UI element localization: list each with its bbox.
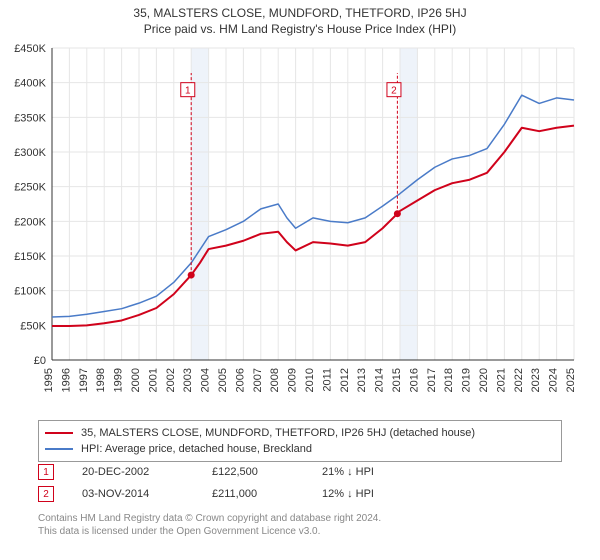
svg-text:£400K: £400K (14, 78, 46, 90)
marker-pct-1: 21% ↓ HPI (322, 466, 402, 478)
price-chart: £0 £50K £100K £150K £200K £250K £300K £350K £400… (0, 40, 600, 410)
svg-text:2022: 2022 (513, 368, 525, 392)
svg-text:2023: 2023 (530, 368, 542, 392)
marker-pct-2: 12% ↓ HPI (322, 488, 402, 500)
svg-text:2007: 2007 (252, 368, 264, 392)
svg-text:2: 2 (391, 86, 397, 97)
svg-text:1996: 1996 (60, 368, 72, 392)
markers-table: 1 20-DEC-2002 £122,500 21% ↓ HPI 2 03-NO… (38, 462, 402, 506)
svg-text:£200K: £200K (14, 216, 46, 228)
svg-text:2002: 2002 (165, 368, 177, 392)
svg-text:2024: 2024 (548, 368, 560, 392)
svg-text:2015: 2015 (391, 368, 403, 392)
svg-text:£300K: £300K (14, 147, 46, 159)
svg-text:2014: 2014 (374, 368, 386, 392)
svg-text:2020: 2020 (478, 368, 490, 392)
svg-text:2009: 2009 (287, 368, 299, 392)
footer: Contains HM Land Registry data © Crown c… (38, 512, 381, 538)
marker-row-1: 1 20-DEC-2002 £122,500 21% ↓ HPI (38, 462, 402, 482)
svg-text:£350K: £350K (14, 112, 46, 124)
legend-row-hpi: HPI: Average price, detached house, Brec… (45, 441, 555, 457)
svg-text:2008: 2008 (269, 368, 281, 392)
chart-area: £0 £50K £100K £150K £200K £250K £300K £350K £400… (0, 40, 600, 410)
svg-text:2013: 2013 (356, 368, 368, 392)
svg-text:2006: 2006 (234, 368, 246, 392)
marker-row-2: 2 03-NOV-2014 £211,000 12% ↓ HPI (38, 484, 402, 504)
svg-text:2010: 2010 (304, 368, 316, 392)
svg-text:1998: 1998 (95, 368, 107, 392)
svg-text:£250K: £250K (14, 182, 46, 194)
svg-text:£450K: £450K (14, 43, 46, 55)
marker-price-2: £211,000 (212, 488, 322, 500)
marker-date-2: 03-NOV-2014 (82, 488, 212, 500)
svg-text:1995: 1995 (43, 368, 55, 392)
svg-text:2001: 2001 (147, 368, 159, 392)
legend: 35, MALSTERS CLOSE, MUNDFORD, THETFORD, … (38, 420, 562, 462)
svg-text:1999: 1999 (113, 368, 125, 392)
marker-badge-2: 2 (38, 486, 54, 502)
svg-text:2018: 2018 (443, 368, 455, 392)
svg-text:2000: 2000 (130, 368, 142, 392)
subtitle: Price paid vs. HM Land Registry's House … (0, 22, 600, 36)
svg-text:2025: 2025 (565, 368, 577, 392)
svg-text:1997: 1997 (78, 368, 90, 392)
svg-text:2003: 2003 (182, 368, 194, 392)
chart-titles: 35, MALSTERS CLOSE, MUNDFORD, THETFORD, … (0, 0, 600, 36)
svg-text:2019: 2019 (461, 368, 473, 392)
address-title: 35, MALSTERS CLOSE, MUNDFORD, THETFORD, … (0, 6, 600, 20)
svg-text:2017: 2017 (426, 368, 438, 392)
legend-swatch-property (45, 432, 73, 434)
legend-label-property: 35, MALSTERS CLOSE, MUNDFORD, THETFORD, … (81, 427, 475, 439)
svg-text:2011: 2011 (321, 368, 333, 392)
svg-text:1: 1 (185, 86, 191, 97)
legend-row-property: 35, MALSTERS CLOSE, MUNDFORD, THETFORD, … (45, 425, 555, 441)
marker-price-1: £122,500 (212, 466, 322, 478)
svg-text:2016: 2016 (408, 368, 420, 392)
svg-text:2021: 2021 (495, 368, 507, 392)
svg-text:£150K: £150K (14, 251, 46, 263)
marker-date-1: 20-DEC-2002 (82, 466, 212, 478)
svg-text:£0: £0 (34, 355, 46, 367)
footer-line1: Contains HM Land Registry data © Crown c… (38, 512, 381, 525)
legend-swatch-hpi (45, 448, 73, 450)
svg-text:£50K: £50K (20, 320, 46, 332)
footer-line2: This data is licensed under the Open Gov… (38, 525, 381, 538)
svg-text:2012: 2012 (339, 368, 351, 392)
svg-text:£100K: £100K (14, 286, 46, 298)
marker-badge-1: 1 (38, 464, 54, 480)
svg-text:2005: 2005 (217, 368, 229, 392)
legend-label-hpi: HPI: Average price, detached house, Brec… (81, 443, 312, 455)
svg-text:2004: 2004 (200, 368, 212, 392)
